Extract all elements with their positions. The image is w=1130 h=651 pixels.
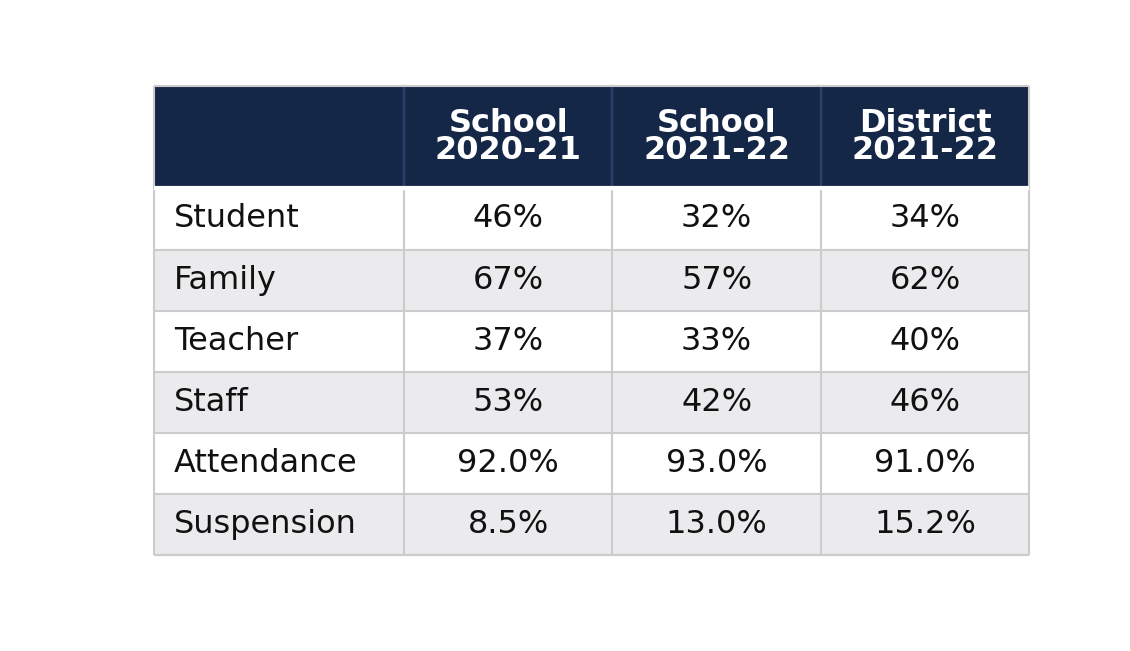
Text: Student: Student — [174, 204, 299, 234]
Text: 53%: 53% — [472, 387, 544, 418]
Text: 8.5%: 8.5% — [468, 509, 549, 540]
Text: 32%: 32% — [681, 204, 753, 234]
Text: Attendance: Attendance — [174, 448, 357, 479]
Text: School: School — [449, 107, 568, 139]
Bar — [155, 433, 1029, 494]
Text: 67%: 67% — [472, 265, 544, 296]
Text: 40%: 40% — [889, 326, 960, 357]
Text: 34%: 34% — [889, 204, 960, 234]
Text: Suspension: Suspension — [174, 509, 357, 540]
Text: District: District — [859, 107, 991, 139]
Bar — [155, 249, 1029, 311]
Text: School: School — [657, 107, 776, 139]
Bar — [155, 311, 1029, 372]
Bar — [155, 86, 405, 188]
Text: 93.0%: 93.0% — [666, 448, 767, 479]
Bar — [612, 86, 820, 188]
Text: 62%: 62% — [889, 265, 960, 296]
Text: Family: Family — [174, 265, 277, 296]
Bar — [155, 494, 1029, 555]
Text: 46%: 46% — [889, 387, 960, 418]
Text: 13.0%: 13.0% — [666, 509, 767, 540]
Text: 46%: 46% — [472, 204, 544, 234]
Text: 42%: 42% — [681, 387, 753, 418]
Text: 92.0%: 92.0% — [458, 448, 559, 479]
Text: 15.2%: 15.2% — [875, 509, 976, 540]
Text: 33%: 33% — [681, 326, 753, 357]
Text: Teacher: Teacher — [174, 326, 298, 357]
Bar — [405, 86, 612, 188]
Bar — [155, 372, 1029, 433]
Text: 57%: 57% — [681, 265, 753, 296]
Text: 2020-21: 2020-21 — [435, 135, 582, 167]
Bar — [820, 86, 1029, 188]
Text: 2021-22: 2021-22 — [852, 135, 999, 167]
Text: 37%: 37% — [472, 326, 544, 357]
Text: 91.0%: 91.0% — [875, 448, 976, 479]
Text: Staff: Staff — [174, 387, 249, 418]
Bar — [155, 188, 1029, 249]
Text: 2021-22: 2021-22 — [643, 135, 790, 167]
